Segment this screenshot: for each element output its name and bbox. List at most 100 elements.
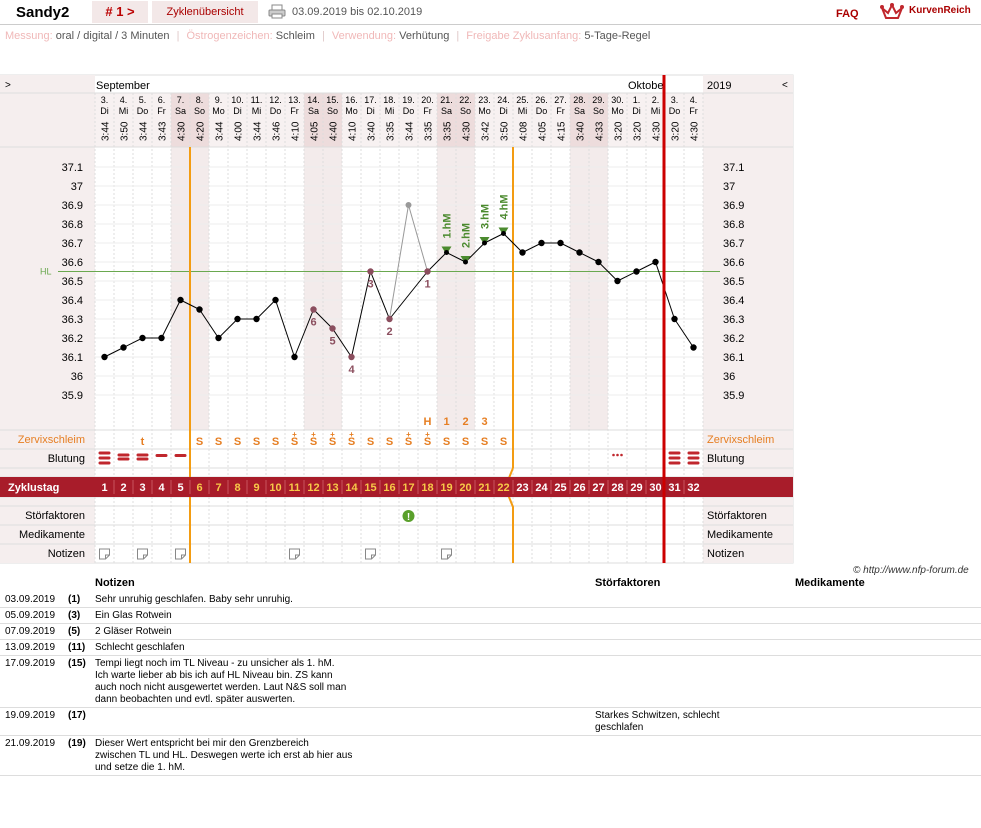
faq-link[interactable]: FAQ — [836, 8, 859, 20]
y-tick-right: 36.9 — [723, 200, 744, 212]
note-cycle-day: (11) — [68, 642, 86, 653]
measure-time-label: 3:43 — [158, 121, 169, 141]
weekday-label: Do — [137, 106, 149, 116]
bleeding-heavy-mark — [98, 451, 111, 455]
cycle-day-number: 1 — [101, 482, 107, 494]
weekday-label: Di — [100, 106, 109, 116]
date-label: 12. — [269, 95, 282, 105]
measure-time-label: 3:44 — [215, 121, 226, 141]
weekend-header-shade — [589, 93, 608, 147]
bleeding-row-label-right: Blutung — [707, 453, 744, 465]
weekday-label: So — [194, 106, 205, 116]
low-count-label: 5 — [329, 336, 335, 348]
cycle-overview-link[interactable]: Zyklenübersicht — [152, 1, 258, 23]
temperature-curve-segment — [332, 328, 352, 358]
cycle-day-number: 26 — [573, 482, 585, 494]
note-date: 17.09.2019 — [5, 658, 56, 669]
date-label: 28. — [573, 95, 586, 105]
y-tick-right: 36 — [723, 371, 735, 383]
note-row: 21.09.2019 (19) Dieser Wert entspricht bei… — [0, 736, 981, 776]
measure-time-label: 4:30 — [462, 121, 473, 141]
weekday-label: So — [593, 106, 604, 116]
mucus-plus-mark: + — [311, 430, 316, 439]
cycle-day-number: 14 — [345, 482, 358, 494]
low-count-label: 2 — [386, 326, 392, 338]
meds-header: Medikamente — [795, 577, 865, 589]
note-cycle-day: (15) — [68, 658, 86, 669]
date-label: 23. — [478, 95, 491, 105]
date-label: 14. — [307, 95, 320, 105]
cycle-day-number: 24 — [535, 482, 548, 494]
cycle-day-number: 7 — [215, 482, 221, 494]
date-label: 8. — [196, 95, 204, 105]
date-label: 9. — [215, 95, 223, 105]
date-label: 24. — [497, 95, 510, 105]
info-separator: | — [321, 30, 325, 42]
cycle-day-number: 15 — [364, 482, 376, 494]
info-value-usage: Verhütung — [399, 30, 450, 42]
cycle-day-number: 32 — [687, 482, 699, 494]
cycle-day-number: 25 — [554, 482, 566, 494]
weekday-label: So — [460, 106, 471, 116]
temperature-curve-segment — [180, 299, 200, 310]
mucus-value: S — [272, 436, 279, 448]
temperature-point — [367, 268, 374, 275]
temperature-curve-segment — [370, 271, 390, 320]
print-icon[interactable] — [268, 4, 286, 19]
temperature-curve-segment — [446, 252, 466, 263]
cycle-day-number: 11 — [289, 482, 301, 494]
note-cycle-day: (17) — [68, 710, 86, 721]
temperature-curve-segment — [313, 309, 333, 329]
note-row: 05.09.2019 (3) Ein Glas Rotwein — [0, 608, 981, 624]
weekday-label: Mi — [385, 106, 395, 116]
temperature-point — [595, 258, 602, 266]
weekend-column-shade — [190, 147, 209, 430]
disturb-row-label-right: Störfaktoren — [707, 510, 767, 522]
cycle-nav-button[interactable]: # 1 > — [92, 1, 148, 23]
measure-time-label: 3:42 — [481, 121, 492, 141]
bleeding-heavy-mark — [668, 451, 681, 455]
mucus-value: S — [253, 436, 260, 448]
bleeding-heavy-mark — [668, 456, 681, 460]
temperature-point — [538, 239, 545, 247]
cycle-info-line: Messung: oral / digital / 3 Minuten | Ös… — [5, 30, 650, 42]
measure-time-label: 3:20 — [633, 121, 644, 141]
y-tick-left: 36.4 — [62, 295, 83, 307]
logo[interactable]: KurvenReich — [880, 2, 980, 22]
mucus-plus-mark: + — [406, 430, 411, 439]
notes-header: Notizen — [95, 577, 135, 589]
mucus-value: S — [443, 436, 450, 448]
note-text: Schlecht geschlafen — [95, 642, 185, 653]
weekend-column-shade — [437, 147, 456, 430]
weekday-label: Mo — [611, 106, 624, 116]
notes-row-label: Notizen — [48, 548, 85, 560]
note-row: 07.09.2019 (5) 2 Gläser Rotwein — [0, 624, 981, 640]
note-icon — [137, 548, 148, 560]
weekday-label: Mi — [518, 106, 528, 116]
temperature-point — [519, 249, 526, 256]
temperature-point — [291, 353, 298, 361]
note-row: 13.09.2019 (11) Schlecht geschlafen — [0, 640, 981, 656]
weekend-header-shade — [190, 93, 209, 147]
mucus-value: t — [141, 436, 145, 448]
note-text: 2 Gläser Rotwein — [95, 626, 172, 637]
temperature-point — [329, 325, 336, 332]
date-label: 11. — [251, 95, 263, 105]
low-count-label: 3 — [367, 279, 373, 291]
info-value-estrogen: Schleim — [275, 30, 315, 42]
measure-time-label: 4:08 — [519, 121, 530, 141]
measure-time-label: 4:30 — [177, 121, 188, 141]
measure-time-label: 4:00 — [234, 121, 245, 141]
note-cycle-day: (19) — [68, 738, 86, 749]
cycle-day-number: 10 — [269, 482, 281, 494]
high-measure-label: 2.hM — [461, 223, 473, 248]
note-date: 07.09.2019 — [5, 626, 56, 637]
measure-time-label: 4:05 — [538, 121, 549, 141]
temperature-point — [424, 268, 431, 275]
y-tick-left: 36.6 — [62, 257, 83, 269]
temperature-curve-segment — [351, 271, 371, 358]
date-label: 7. — [177, 95, 185, 105]
temperature-curve-segment — [579, 252, 599, 263]
measure-time-label: 4:15 — [557, 121, 568, 141]
y-tick-left: 37 — [71, 181, 83, 193]
